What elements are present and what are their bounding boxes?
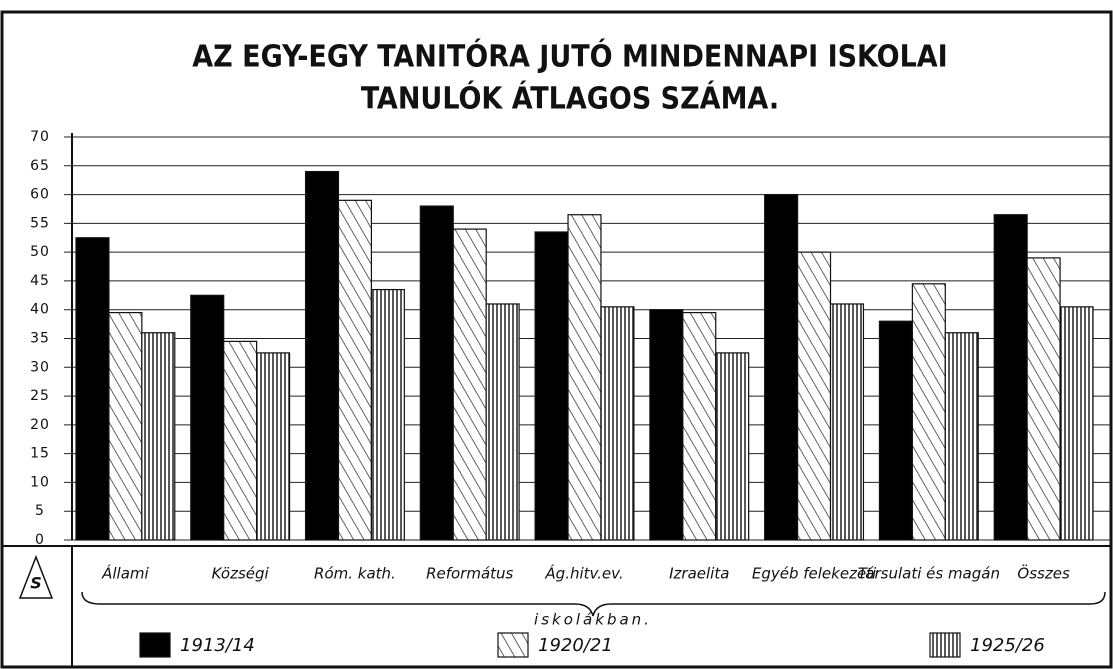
bar [829, 303, 865, 541]
symbol: S [30, 574, 42, 593]
legend-label: 1925/26 [970, 635, 1045, 656]
bar [256, 352, 291, 541]
y-tick-label: 65 [30, 158, 50, 174]
group-label: iskolákban. [534, 611, 652, 629]
bar [304, 170, 340, 541]
bar [715, 352, 750, 541]
legend-swatch [139, 632, 171, 658]
y-tick-label: 45 [30, 273, 50, 289]
legend-swatch [497, 632, 529, 658]
bar [337, 199, 373, 541]
bar [796, 251, 832, 541]
y-tick-label: 20 [30, 417, 50, 433]
x-tick-label: Társulati és magán [858, 565, 1000, 583]
bar [108, 311, 143, 541]
x-tick-label: Összes [1017, 564, 1070, 583]
bar [452, 228, 487, 541]
bar [993, 214, 1028, 541]
y-tick-label: 60 [30, 187, 50, 203]
bar [1059, 306, 1094, 541]
chart-subtitle: TANULÓK ÁTLAGOS SZÁMA. [361, 80, 779, 117]
symbol-triangle [18, 554, 54, 599]
y-tick-label: 55 [30, 215, 50, 231]
x-tick-label: Izraelita [669, 565, 729, 583]
x-tick-label: Egyéb felekezeti [752, 565, 877, 583]
x-tick-label: Ág.hitv.ev. [544, 564, 623, 583]
bar [485, 303, 520, 541]
bar [649, 309, 684, 541]
bar [370, 288, 405, 541]
y-tick-label: 10 [30, 474, 50, 490]
y-tick-label: 70 [30, 129, 50, 145]
y-tick-label: 25 [30, 388, 50, 404]
bar [534, 231, 569, 541]
bar [944, 332, 979, 541]
frame [0, 10, 1113, 669]
bar [600, 306, 635, 541]
legend-swatch [929, 632, 961, 658]
bar [764, 193, 799, 541]
bar [75, 237, 110, 541]
bar [878, 320, 913, 541]
bar [190, 294, 225, 541]
x-tick-label: Állami [101, 564, 149, 583]
bar [911, 283, 946, 541]
y-tick-label: 0 [35, 532, 45, 548]
bar [682, 311, 717, 541]
x-tick-label: Református [426, 565, 513, 583]
bar [567, 214, 602, 541]
bar [419, 205, 454, 541]
brace [81, 591, 1106, 617]
y-tick-label: 35 [30, 331, 50, 347]
chart-title: AZ EGY-EGY TANITÓRA JUTÓ MINDENNAPI ISKO… [192, 38, 947, 75]
y-tick-label: 50 [30, 244, 50, 260]
bar [141, 332, 176, 541]
y-tick-label: 5 [35, 503, 45, 519]
x-tick-label: Községi [212, 565, 270, 583]
y-tick-label: 15 [30, 446, 50, 462]
y-tick-label: 30 [30, 359, 50, 375]
legend-label: 1920/21 [538, 635, 613, 656]
bar [1026, 257, 1061, 541]
bar [223, 340, 258, 541]
x-tick-label: Róm. kath. [314, 565, 396, 583]
y-tick-label: 40 [30, 302, 50, 318]
legend-label: 1913/14 [180, 635, 255, 656]
